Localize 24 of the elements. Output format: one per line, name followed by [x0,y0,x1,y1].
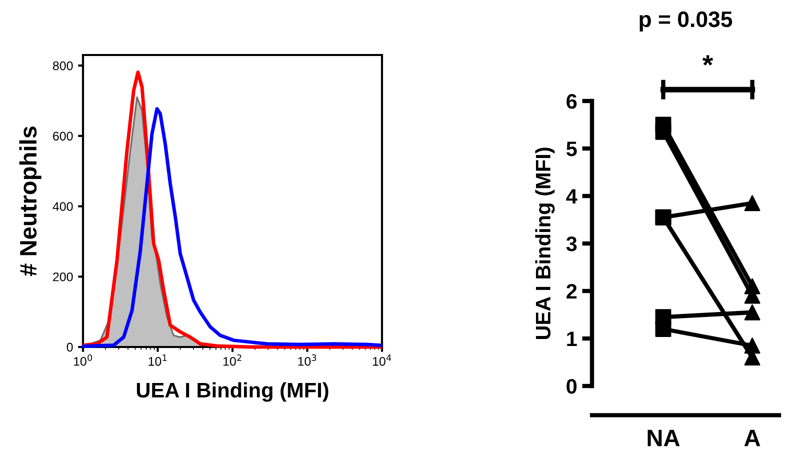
y-tick-label: 0 [566,379,577,394]
text: * [702,55,714,66]
y-tick-label: 5 [566,142,577,156]
x-tick-label: 10$^{3}$ [298,354,316,366]
y-tick-label: 3 [566,236,577,252]
y-tick-label: 400 [52,202,73,211]
y-axis-title: # Neutrophils [19,126,42,276]
x-tick-label: 10$^{0}$ [74,354,92,366]
y-tick-label: 200 [53,272,73,282]
x-tick-label: 10$^{4}$ [372,354,392,366]
y-tick-label: 6 [566,94,577,109]
x-tick-label: 10$^{2}$ [223,354,242,366]
y-tick-label: 1 [567,332,577,346]
x-tick-label: NA [648,430,680,446]
x-tick-label: 10$^{1}$ [148,354,167,366]
y-tick-label: 2 [566,284,577,299]
x-axis-title: UEA I Binding (MFI) [136,382,328,402]
y-tick-label: 0 [66,342,73,352]
y-axis-title: UEA I Binding (MFI) [535,148,555,340]
y-tick-label: 800 [52,61,73,70]
y-tick-label: 600 [53,132,73,141]
text: p = 0.035 [640,11,732,32]
x-tick-label: A [744,430,760,446]
y-tick-label: 4 [566,189,578,204]
